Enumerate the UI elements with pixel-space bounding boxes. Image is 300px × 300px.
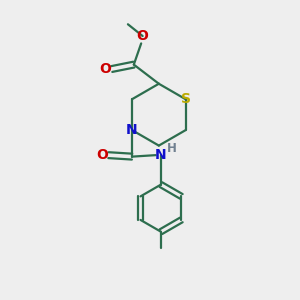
Text: S: S <box>181 92 190 106</box>
Text: O: O <box>96 148 108 162</box>
Text: O: O <box>137 29 148 43</box>
Text: N: N <box>155 148 167 162</box>
Text: O: O <box>99 62 111 76</box>
Text: N: N <box>126 123 138 137</box>
Text: H: H <box>167 142 177 155</box>
